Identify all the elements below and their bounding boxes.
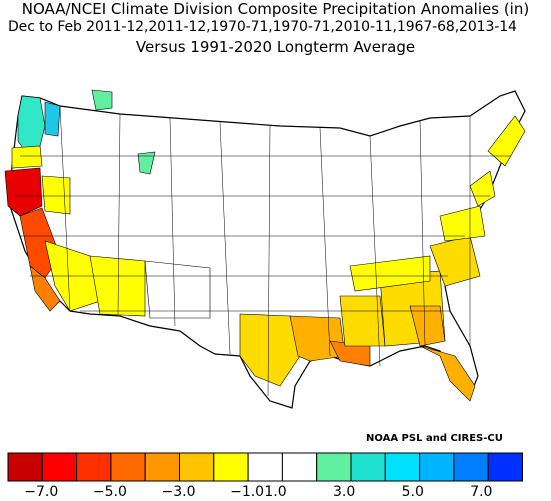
division-borders [15,105,510,397]
scale-box [316,452,352,482]
map-baseline: Versus 1991-2020 Longterm Average [135,38,416,56]
region-pacific-northwest [17,95,46,152]
region-nevada-west [41,175,71,215]
region-louisiana [289,315,346,362]
region-washington-cascades [44,101,61,137]
region-virginia [439,205,486,242]
scale-box [144,452,180,482]
scale-tick-label: 1.0 [264,484,287,500]
region-new-england [487,115,526,167]
scale-box [247,452,283,482]
scale-tick-label: 5.0 [401,484,424,500]
scale-box [76,452,112,482]
scale-box [419,452,455,482]
region-florida [419,345,476,402]
region-oregon-south [11,145,43,169]
map-title: NOAA/NCEI Climate Division Composite Pre… [21,0,530,18]
region-arizona [89,255,146,317]
scale-box [7,452,43,482]
scale-box [41,452,78,482]
scale-box [384,452,421,482]
region-new-mexico [144,260,211,319]
scale-tick-label: −7.0 [24,484,59,500]
scale-tick-label: 7.0 [470,484,493,500]
scale-tick-label: −5.0 [92,484,127,500]
scale-tick-label: −1.0 [230,484,265,500]
scale-box [179,452,215,482]
region-tennessee [349,255,431,292]
scale-box [281,452,318,482]
scale-box [350,452,386,482]
anomaly-regions [4,89,526,402]
scale-box [453,452,489,482]
color-scale-boxes [7,452,524,482]
us-climate-division-map [4,89,526,409]
map-subtitle: Dec to Feb 2011-12,2011-12,1970-71,1970-… [8,19,517,35]
scale-box [213,452,249,482]
region-california-north [4,167,43,217]
scale-box [487,452,524,482]
region-mid-atlantic [469,170,496,207]
scale-tick-label: 3.0 [333,484,356,500]
region-montana-west [91,89,113,111]
region-idaho [137,151,156,175]
data-credit: NOAA PSL and CIRES-CU [366,433,503,444]
scale-tick-label: −3.0 [161,484,196,500]
scale-box [110,452,146,482]
region-georgia-south [409,305,446,347]
color-scale-bar [7,452,524,482]
